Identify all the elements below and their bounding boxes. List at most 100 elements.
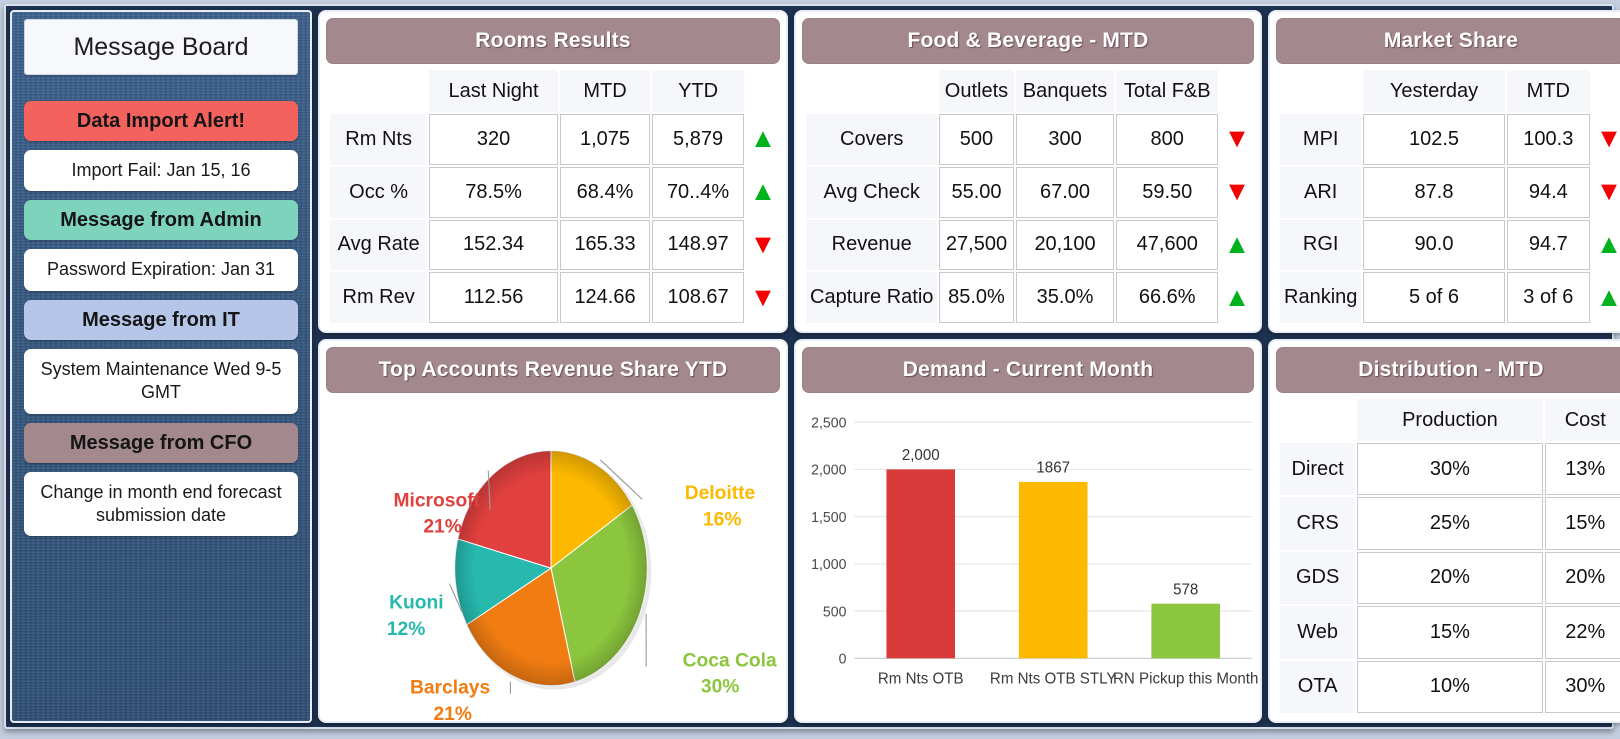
row-label: Covers — [806, 114, 938, 165]
column-header: MTD — [1506, 70, 1590, 112]
table-cell: 68.4% — [559, 166, 651, 218]
table-cell: 67.00 — [1015, 166, 1115, 218]
distribution-title: Distribution - MTD — [1276, 347, 1620, 393]
message-header-data-import-alert[interactable]: Data Import Alert! — [24, 101, 298, 141]
message-body-it: System Maintenance Wed 9-5 GMT — [24, 348, 298, 414]
table-header-row: Production Cost — [1280, 399, 1620, 441]
trend-up-icon: ▲ — [1223, 281, 1251, 312]
table-cell: 10% — [1357, 660, 1543, 713]
pie-slice-label: Microsoft — [393, 490, 480, 511]
trend-column-header — [1592, 70, 1620, 112]
table-cell: 148.97 — [652, 219, 744, 271]
table-cell: 30% — [1544, 660, 1620, 713]
table-header-row: Last Night MTD YTD — [330, 70, 780, 112]
column-header: Cost — [1544, 399, 1620, 441]
trend-up-icon: ▲ — [1595, 281, 1620, 312]
row-label: Ranking — [1280, 272, 1362, 323]
trend-down-icon: ▼ — [1223, 123, 1251, 154]
corner-cell — [330, 70, 427, 112]
message-header-cfo[interactable]: Message from CFO — [24, 422, 298, 463]
bar[interactable] — [1018, 481, 1088, 659]
table-row: Capture Ratio 85.0% 35.0% 66.6% ▲ — [806, 272, 1254, 323]
table-row: OTA 10% 30% — [1280, 660, 1620, 713]
message-body-data-import-alert: Import Fail: Jan 15, 16 — [24, 150, 298, 192]
message-header-admin[interactable]: Message from Admin — [24, 200, 298, 241]
row-label: Avg Rate — [330, 219, 428, 271]
row-label: RGI — [1280, 219, 1362, 271]
table-row: Occ % 78.5% 68.4% 70..4% ▲ — [330, 166, 780, 218]
table-cell: 94.7 — [1506, 219, 1590, 271]
trend-up-icon: ▲ — [1223, 228, 1251, 259]
table-row: RGI 90.0 94.7 ▲ — [1280, 219, 1620, 271]
bar-value-labels: 2,000 1867 578 — [902, 447, 1198, 599]
table-cell: 78.5% — [429, 166, 558, 218]
message-body-admin: Password Expiration: Jan 31 — [24, 249, 298, 291]
table-cell: 5,879 — [652, 114, 744, 165]
table-cell: 20,100 — [1015, 219, 1115, 271]
distribution-panel: Distribution - MTD Production Cost Direc… — [1268, 339, 1620, 723]
trend-arrow-cell: ▼ — [1592, 114, 1620, 165]
pie-labels: Deloitte 16% Coca Cola 30% Barclays 21% Kuoni 1… — [387, 483, 777, 721]
column-header: YTD — [652, 70, 744, 112]
row-label: ARI — [1280, 166, 1362, 218]
x-axis-category-label: Rm Nts OTB STLY — [990, 670, 1117, 687]
row-label: Revenue — [806, 219, 938, 271]
table-cell: 35.0% — [1015, 272, 1115, 323]
distribution-table-wrap: Production Cost Direct 30% 13% CRS 25% 1… — [1270, 395, 1620, 721]
column-header: Outlets — [939, 70, 1014, 112]
y-axis-tick-label: 500 — [823, 604, 847, 620]
trend-up-icon: ▲ — [749, 123, 777, 154]
pie-slice-label: Kuoni — [389, 593, 443, 614]
row-label: Web — [1280, 606, 1356, 659]
market-share-title: Market Share — [1276, 18, 1620, 64]
trend-arrow-cell: ▲ — [746, 167, 780, 218]
message-header-it[interactable]: Message from IT — [24, 299, 298, 340]
table-cell: 70..4% — [652, 166, 744, 218]
y-axis-tick-label: 1,500 — [811, 510, 846, 526]
table-cell: 15% — [1357, 606, 1543, 659]
table-cell: 152.34 — [429, 219, 558, 271]
column-header: Banquets — [1015, 70, 1115, 112]
message-board-list: Data Import Alert! Import Fail: Jan 15, … — [24, 101, 298, 537]
market-share-table: Yesterday MTD MPI 102.5 100.3 ▼ ARI 87.8… — [1278, 68, 1620, 325]
table-row: Avg Check 55.00 67.00 59.50 ▼ — [806, 166, 1254, 218]
pie-chart-area: Deloitte 16% Coca Cola 30% Barclays 21% Kuoni 1… — [320, 395, 786, 721]
bar-chart-svg: 0 500 1,000 1,500 2,000 2,500 2,000 1867 578 Rm… — [811, 415, 1258, 687]
table-cell: 55.00 — [939, 166, 1014, 218]
row-label: GDS — [1280, 551, 1356, 605]
row-label: Avg Check — [806, 166, 938, 218]
pie-slice-percent: 30% — [701, 677, 740, 698]
trend-arrow-cell: ▼ — [1220, 167, 1254, 218]
y-axis-tick-label: 2,500 — [811, 415, 846, 431]
row-label: Occ % — [330, 166, 428, 218]
bar[interactable] — [1151, 603, 1220, 659]
table-cell: 1,075 — [559, 114, 651, 165]
table-cell: 47,600 — [1116, 219, 1218, 271]
bar[interactable] — [886, 469, 956, 659]
food-beverage-title: Food & Beverage - MTD — [802, 18, 1254, 64]
table-cell: 87.8 — [1363, 166, 1505, 218]
corner-cell — [806, 70, 937, 112]
table-cell: 165.33 — [559, 219, 651, 271]
row-label: CRS — [1280, 497, 1356, 550]
table-cell: 66.6% — [1116, 272, 1218, 323]
row-label: Rm Rev — [330, 272, 428, 323]
table-row: Avg Rate 152.34 165.33 148.97 ▼ — [330, 219, 780, 271]
table-cell: 85.0% — [939, 272, 1014, 323]
trend-arrow-cell: ▼ — [746, 272, 780, 323]
table-cell: 30% — [1357, 443, 1543, 496]
trend-arrow-cell: ▼ — [1592, 167, 1620, 218]
row-label: OTA — [1280, 660, 1356, 713]
table-row: CRS 25% 15% — [1280, 497, 1620, 550]
pie-slice-label: Deloitte — [685, 483, 756, 504]
trend-up-icon: ▲ — [1595, 228, 1620, 259]
table-cell: 3 of 6 — [1506, 272, 1590, 323]
table-cell: 59.50 — [1116, 166, 1218, 218]
food-beverage-table: Outlets Banquets Total F&B Covers 500 30… — [804, 68, 1256, 325]
table-cell: 102.5 — [1363, 114, 1505, 165]
pie-leader-lines — [448, 459, 647, 694]
market-share-panel: Market Share Yesterday MTD MPI 102.5 100… — [1268, 10, 1620, 333]
table-cell: 94.4 — [1506, 166, 1590, 218]
pie-slice-percent: 16% — [703, 510, 742, 531]
